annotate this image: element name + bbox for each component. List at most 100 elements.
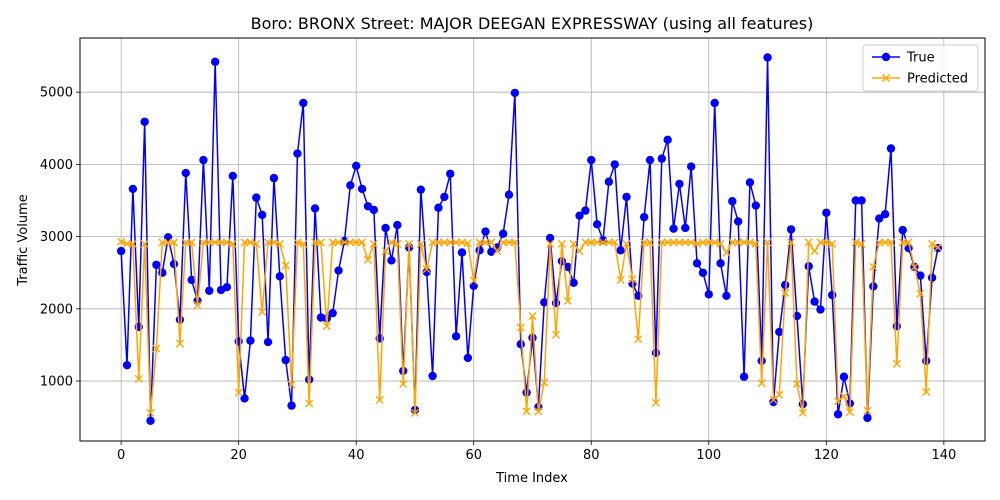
point-predicted (346, 238, 355, 247)
point-true (387, 256, 396, 265)
point-true (187, 275, 196, 285)
point-predicted (440, 238, 449, 247)
point-true (304, 375, 314, 384)
point-true (446, 169, 455, 178)
point-predicted (892, 359, 901, 368)
point-predicted (452, 238, 461, 247)
x-tick-label: 60 (465, 448, 482, 463)
x-tick-label: 100 (696, 448, 721, 463)
point-predicted (363, 255, 373, 264)
point-predicted (263, 238, 273, 247)
point-predicted (299, 239, 308, 248)
point-predicted (933, 243, 943, 252)
point-true (704, 290, 713, 299)
point-predicted (228, 239, 237, 248)
point-true (651, 348, 661, 358)
point-predicted (328, 238, 337, 247)
point-predicted (281, 261, 290, 270)
point-predicted (922, 387, 931, 396)
point-true (416, 185, 426, 194)
point-true (816, 305, 825, 314)
point-predicted (875, 238, 884, 247)
point-predicted (869, 262, 878, 272)
x-tick-label: 80 (583, 448, 600, 463)
point-predicted (739, 238, 749, 247)
point-true (440, 192, 449, 202)
point-true (252, 193, 261, 202)
point-true (575, 211, 584, 220)
point-true (857, 196, 866, 205)
point-true (898, 225, 907, 235)
point-predicted (316, 238, 326, 247)
point-true (710, 98, 719, 108)
point-predicted (669, 238, 678, 247)
point-true (158, 268, 167, 277)
point-predicted (687, 238, 696, 247)
x-axis: 0 20 40 60 80 100 120 140 (117, 441, 956, 463)
point-true (122, 360, 132, 370)
y-axis-label: Traffic Volume (16, 194, 31, 287)
legend-marker (881, 73, 891, 83)
x-tick-label: 0 (117, 448, 125, 463)
y-tick-label: 1000 (40, 375, 73, 390)
point-true (210, 57, 220, 67)
point-predicted (828, 239, 837, 248)
point-true (716, 259, 725, 268)
point-predicted (387, 238, 396, 247)
point-predicted (393, 239, 402, 248)
point-predicted (193, 301, 202, 310)
point-predicted (375, 395, 384, 404)
point-predicted (357, 238, 367, 247)
point-true (739, 372, 749, 381)
point-predicted (158, 238, 167, 247)
point-predicted (399, 379, 408, 389)
point-predicted (622, 239, 631, 248)
x-tick-label: 140 (931, 448, 956, 463)
point-predicted (269, 238, 279, 247)
point-true (839, 372, 849, 381)
point-true (222, 282, 232, 292)
point-true (728, 197, 737, 206)
point-predicted (663, 238, 672, 247)
point-true (775, 327, 784, 337)
point-true (310, 204, 320, 213)
point-true (510, 88, 520, 98)
point-predicted (728, 238, 737, 247)
point-predicted (587, 238, 596, 247)
point-predicted (722, 248, 731, 257)
point-predicted (134, 374, 143, 383)
point-true (328, 308, 337, 318)
point-true (205, 286, 214, 295)
point-predicted (775, 390, 784, 399)
point-true (587, 155, 596, 165)
point-true (463, 353, 473, 363)
point-true (663, 135, 672, 145)
point-predicted (428, 238, 437, 247)
point-true (833, 410, 843, 419)
point-true (152, 260, 161, 269)
point-predicted (698, 238, 708, 247)
point-predicted (381, 246, 390, 256)
series-predicted (117, 237, 943, 417)
point-true (428, 371, 437, 381)
point-predicted (499, 238, 508, 247)
point-true (128, 184, 138, 194)
point-predicted (704, 238, 713, 247)
point-true (346, 181, 355, 190)
point-predicted (851, 238, 860, 247)
point-predicted (122, 239, 132, 248)
point-true (622, 192, 631, 202)
point-predicted (169, 238, 179, 247)
point-true (922, 356, 931, 366)
point-true (504, 190, 514, 199)
point-predicted (928, 239, 937, 248)
point-predicted (240, 238, 249, 247)
point-predicted (516, 323, 525, 332)
point-true (457, 248, 467, 257)
point-predicted (716, 239, 725, 248)
point-predicted (581, 238, 590, 247)
point-true (563, 262, 572, 272)
point-true (681, 223, 690, 233)
point-true (751, 201, 761, 210)
point-predicted (252, 239, 261, 248)
